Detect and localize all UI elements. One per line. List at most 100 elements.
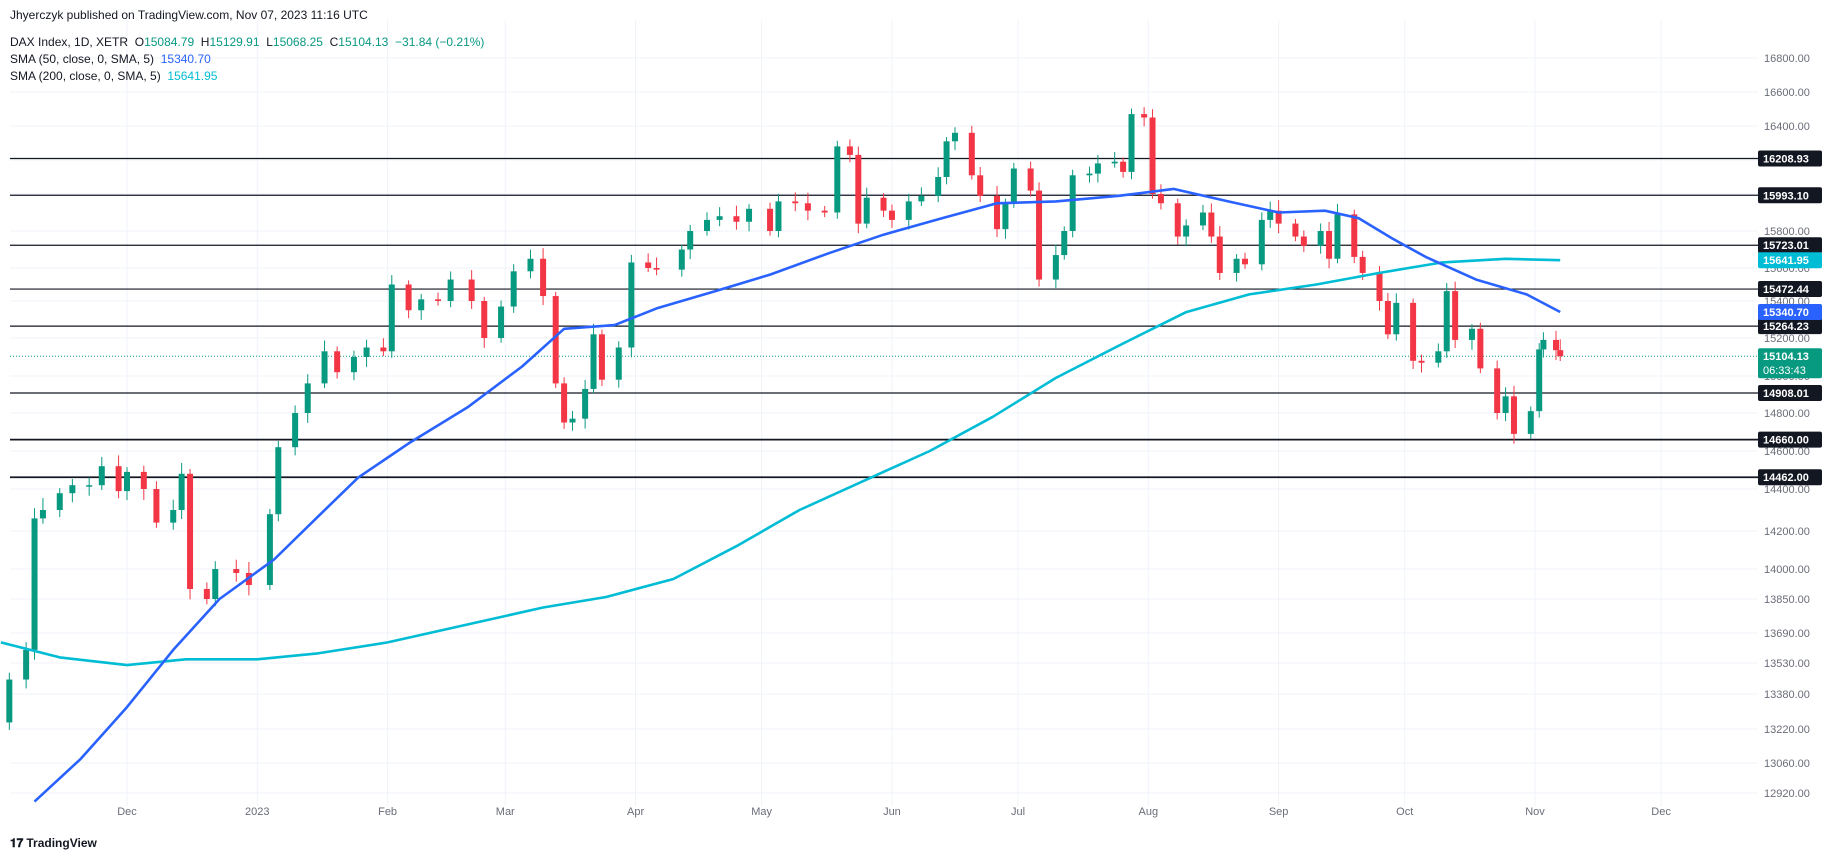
candle-body <box>775 201 782 231</box>
sma200-label: SMA (200, close, 0, SMA, 5) <box>10 69 161 83</box>
candle-body <box>1027 168 1034 191</box>
candle-body <box>380 347 387 352</box>
candle-body <box>1036 190 1043 280</box>
candle-body <box>1502 396 1509 413</box>
candle-body <box>716 216 723 220</box>
sma50-label: SMA (50, close, 0, SMA, 5) <box>10 52 155 66</box>
candle-body <box>510 271 517 307</box>
candle-body <box>552 296 559 384</box>
candle-body <box>1069 175 1076 231</box>
candle-body <box>1376 272 1383 301</box>
candle-body <box>1216 236 1223 273</box>
candle-body <box>1141 114 1148 118</box>
candle-body <box>178 473 185 510</box>
sma200-legend[interactable]: SMA (200, close, 0, SMA, 5) 15641.95 <box>10 69 217 83</box>
symbol-label: DAX Index, 1D, XETR <box>10 35 129 49</box>
candle-body <box>804 203 811 211</box>
candle-body <box>615 347 622 380</box>
candle-body <box>1174 203 1181 237</box>
candle-body <box>678 249 685 270</box>
y-tick-label: 14000.00 <box>1764 564 1810 576</box>
y-tick-label: 16800.00 <box>1764 53 1810 65</box>
y-tick-label: 16600.00 <box>1764 87 1810 99</box>
candle-body <box>628 262 635 348</box>
candle-body <box>1149 117 1156 194</box>
candle-body <box>363 347 370 357</box>
level-tag-bg <box>1758 431 1822 448</box>
candle-body <box>203 589 210 599</box>
candle-body <box>888 210 895 220</box>
candle-body <box>1128 114 1135 172</box>
candle-body <box>1452 291 1459 340</box>
candle-body <box>266 514 273 585</box>
candle-body <box>1258 219 1265 265</box>
x-tick-label: Nov <box>1525 806 1545 818</box>
y-tick-label: 15800.00 <box>1764 226 1810 238</box>
level-tag: 15472.44 <box>1763 284 1810 296</box>
candle-body <box>1086 173 1093 176</box>
candle-body <box>1061 231 1068 256</box>
level-tag: 15723.01 <box>1763 240 1809 252</box>
candle-body <box>733 216 740 222</box>
x-tick-label: Sep <box>1269 806 1289 818</box>
x-tick-label: May <box>751 806 772 818</box>
candle-body <box>481 301 488 338</box>
y-tick-label: 15200.00 <box>1764 333 1810 345</box>
candle-body <box>31 518 38 650</box>
candle-body <box>334 351 341 373</box>
candle-body <box>880 197 887 211</box>
candle-body <box>968 132 975 176</box>
x-tick-label: 2023 <box>245 806 269 818</box>
candle-body <box>405 284 412 311</box>
level-tag-bg <box>1758 318 1822 335</box>
candle-body <box>498 306 505 338</box>
candle-body <box>746 208 753 222</box>
candle-body <box>1435 351 1442 363</box>
level-tag-bg <box>1758 385 1822 402</box>
open-value: 15084.79 <box>144 35 195 49</box>
high-value: 15129.91 <box>209 35 260 49</box>
ohlc-legend: DAX Index, 1D, XETR O15084.79 H15129.91 … <box>10 35 485 49</box>
x-tick-label: Jun <box>883 806 901 818</box>
candle-body <box>1002 203 1009 230</box>
level-tag-bg <box>1758 281 1822 298</box>
sma50-line <box>33 187 1561 803</box>
candle-body <box>527 258 534 272</box>
level-tag: 14462.00 <box>1763 472 1809 484</box>
candle-body <box>1120 161 1127 172</box>
candle-body <box>1334 214 1341 259</box>
level-tag-bg <box>1758 150 1822 167</box>
candle-body <box>1157 194 1164 204</box>
candle-body <box>1300 236 1307 246</box>
publisher-caption: Jhyerczyk published on TradingView.com, … <box>10 8 368 22</box>
candle-body <box>687 231 694 250</box>
candle-body <box>1410 302 1417 361</box>
candle-body <box>767 208 774 231</box>
candle-body <box>590 334 597 389</box>
sma50-tag: 15340.70 <box>1763 307 1809 319</box>
candle-body <box>1317 231 1324 246</box>
level-tag-bg <box>1758 469 1822 486</box>
y-tick-label: 14600.00 <box>1764 446 1810 458</box>
candle-body <box>935 177 942 196</box>
close-value: 15104.13 <box>338 35 389 49</box>
candle-body <box>1540 339 1547 350</box>
candle-body <box>1183 225 1190 237</box>
sma50-legend[interactable]: SMA (50, close, 0, SMA, 5) 15340.70 <box>10 52 211 66</box>
candle-body <box>569 418 576 423</box>
candle-body <box>1494 368 1501 413</box>
candle-body <box>918 195 925 202</box>
x-tick-label: Dec <box>1651 806 1671 818</box>
y-tick-label: 13380.00 <box>1764 689 1810 701</box>
x-tick-label: Aug <box>1139 806 1159 818</box>
candle-body <box>1275 210 1282 224</box>
candle-body <box>388 284 395 352</box>
candle-body <box>1233 258 1240 273</box>
current-price-tag-bg <box>1758 348 1822 379</box>
brand-label: TradingView <box>26 836 97 850</box>
tradingview-footer[interactable]: 𝟏𝟕 TradingView <box>10 836 97 851</box>
candle-body <box>951 132 958 142</box>
candle-body <box>792 201 799 204</box>
low-value: 15068.25 <box>272 35 323 49</box>
